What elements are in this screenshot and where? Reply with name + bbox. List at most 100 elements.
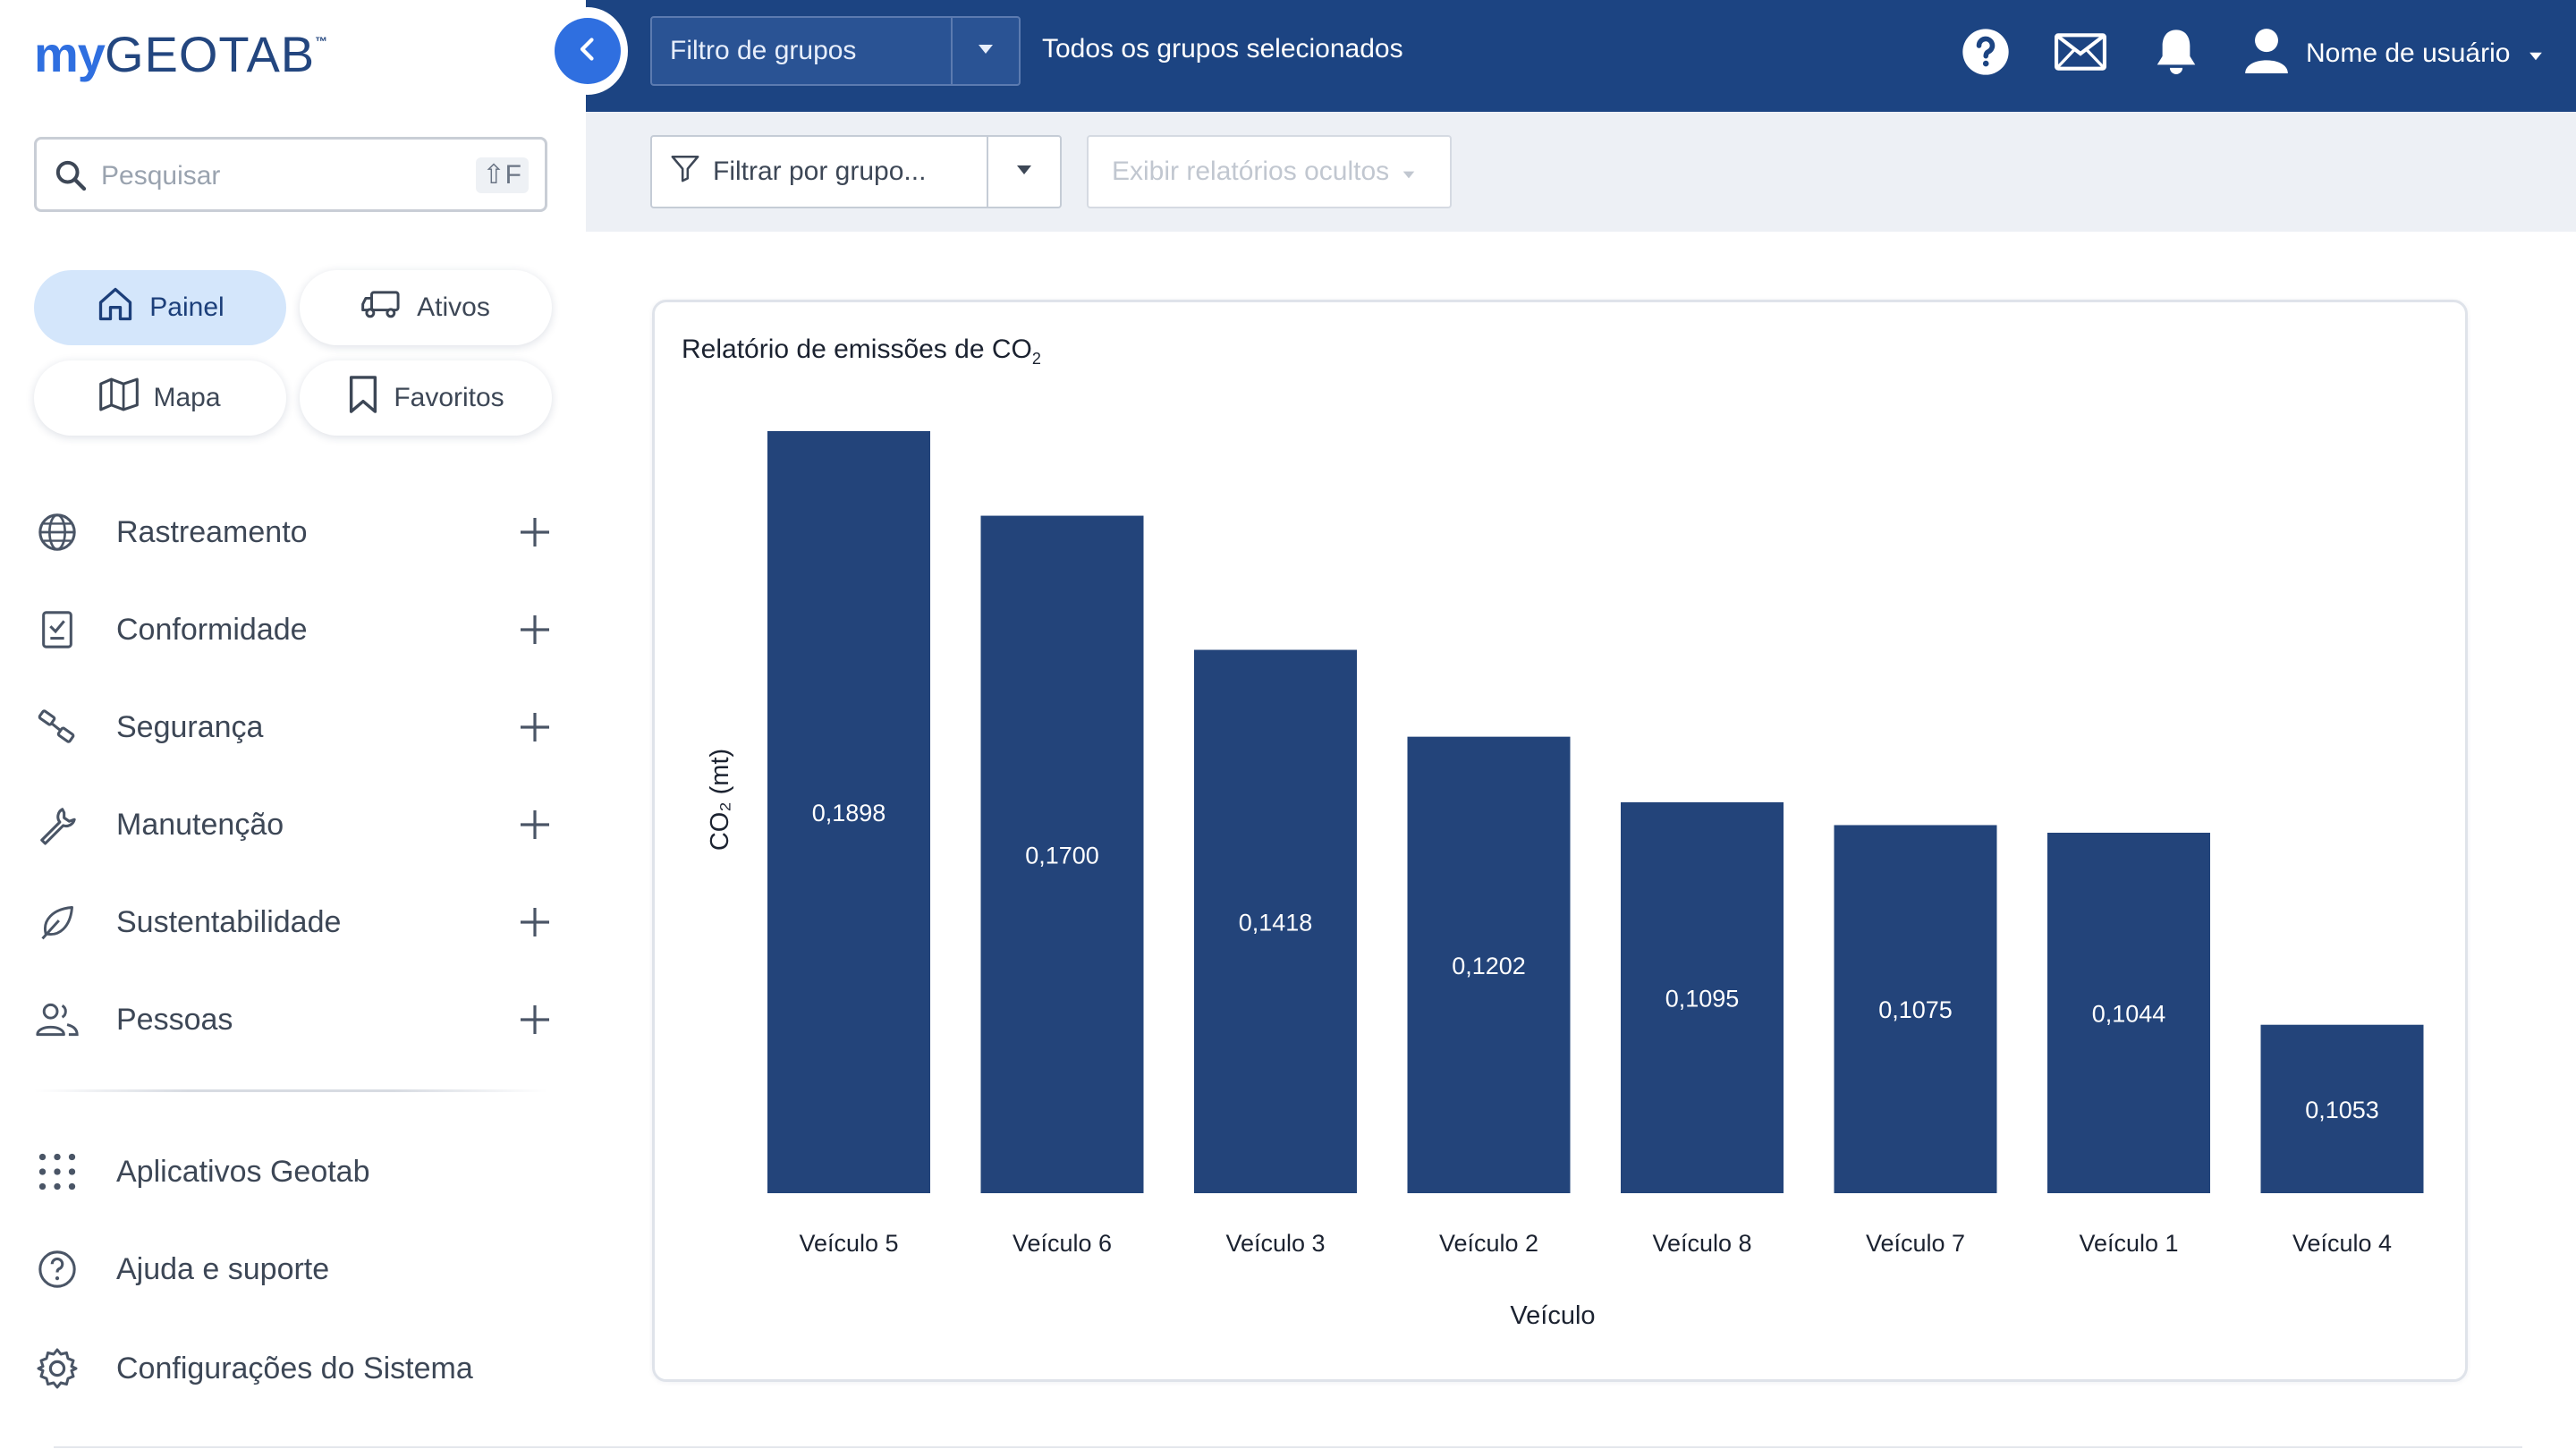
x-tick-label: Veículo 3	[1225, 1230, 1325, 1257]
expand-plus-icon[interactable]	[517, 807, 553, 843]
chart-bar[interactable]	[1194, 649, 1357, 1193]
bar-value-label: 0,1053	[2305, 1097, 2379, 1123]
notification-bell-icon[interactable]	[2153, 25, 2199, 81]
home-icon	[96, 284, 135, 331]
help-icon[interactable]	[1961, 27, 2011, 81]
sidebar-item-label: Manutenção	[116, 807, 284, 842]
logo-geotab: GEOTAB	[104, 26, 316, 82]
sidebar-item-label: Pessoas	[116, 1002, 233, 1037]
quick-link-painel[interactable]: Painel	[34, 270, 286, 345]
search-icon	[53, 157, 89, 198]
group-filter-dropdown[interactable]: Filtro de grupos	[650, 16, 1021, 86]
sidebar-item-seguranca[interactable]: Segurança	[34, 691, 553, 763]
chevron-left-icon	[574, 36, 601, 67]
quick-link-label: Painel	[149, 292, 225, 322]
globe-icon	[34, 509, 80, 555]
collapse-toggle[interactable]	[555, 18, 621, 84]
x-axis-label: Veículo	[1510, 1301, 1595, 1330]
clipboard-icon	[34, 606, 80, 653]
people-icon	[34, 996, 80, 1043]
quick-link-label: Mapa	[153, 383, 221, 412]
bar-value-label: 0,1075	[1878, 996, 1953, 1023]
x-tick-label: Veículo 1	[2079, 1230, 2178, 1257]
bottom-divider	[54, 1446, 2522, 1448]
chart-bar[interactable]	[1407, 736, 1571, 1193]
geotab-logo[interactable]: myGEOTAB™	[34, 25, 327, 83]
report-title-text: Relatório de emissões de CO	[682, 335, 1032, 364]
sidebar-item-label: Rastreamento	[116, 514, 308, 549]
sidebar-item-aplicativos[interactable]: Aplicativos Geotab	[34, 1136, 553, 1208]
x-tick-label: Veículo 5	[799, 1230, 898, 1257]
quick-link-favoritos[interactable]: Favoritos	[300, 360, 552, 436]
x-tick-label: Veículo 6	[1013, 1230, 1112, 1257]
quick-link-label: Ativos	[417, 292, 490, 322]
user-name: Nome de usuário	[2306, 38, 2511, 68]
expand-plus-icon[interactable]	[517, 709, 553, 745]
sidebar-item-rastreamento[interactable]: Rastreamento	[34, 496, 553, 568]
wrench-icon	[34, 801, 80, 848]
search-box: ⇧F	[34, 137, 547, 212]
filter-by-group-field[interactable]: Filtrar por grupo...	[652, 137, 987, 207]
bookmark-icon	[347, 376, 379, 420]
bar-value-label: 0,1418	[1239, 909, 1313, 936]
grid-icon	[34, 1148, 80, 1195]
report-title: Relatório de emissões de CO2	[682, 335, 1041, 369]
x-tick-label: Veículo 4	[2292, 1230, 2392, 1257]
chart-bar[interactable]	[2260, 1024, 2424, 1193]
y-axis-label: CO₂ (mt)	[706, 749, 734, 851]
sidebar-item-manutencao[interactable]: Manutenção	[34, 789, 553, 860]
group-filter-toggle[interactable]	[951, 18, 1019, 84]
sidebar-item-conformidade[interactable]: Conformidade	[34, 594, 553, 665]
chart-bar[interactable]	[980, 515, 1144, 1193]
chart-bar[interactable]	[1834, 825, 1997, 1193]
sidebar-divider	[34, 1089, 547, 1092]
sidebar-item-ajuda[interactable]: Ajuda e suporte	[34, 1233, 553, 1305]
sidebar-item-label: Sustentabilidade	[116, 904, 342, 939]
sidebar-item-label: Aplicativos Geotab	[116, 1154, 370, 1189]
expand-plus-icon[interactable]	[517, 612, 553, 648]
chart-bar[interactable]	[1621, 801, 1784, 1193]
search-shortcut-badge: ⇧F	[475, 157, 529, 193]
x-tick-label: Veículo 7	[1866, 1230, 1965, 1257]
co2-bar-chart: 0,1898 Veículo 5 0,1700 Veículo 6 0,1418 Veíc…	[706, 431, 2424, 1330]
user-avatar-icon	[2245, 27, 2288, 80]
main-content: Relatório de emissões de CO2 0,1898 Veícu…	[586, 232, 2576, 1449]
filter-by-group-toggle[interactable]	[987, 137, 1060, 207]
help-circle-icon	[34, 1246, 80, 1292]
co2-report-card: Relatório de emissões de CO2 0,1898 Veícu…	[652, 300, 2468, 1382]
sidebar-item-sustentabilidade[interactable]: Sustentabilidade	[34, 886, 553, 958]
caret-down-icon	[2528, 38, 2544, 69]
bar-value-label: 0,1898	[812, 800, 886, 826]
sidebar: myGEOTAB™ ⇧F Painel Ativos Mapa Favorito…	[0, 0, 586, 1449]
user-menu[interactable]: Nome de usuário	[2245, 27, 2544, 80]
caret-down-icon	[1015, 164, 1033, 181]
bar-value-label: 0,1202	[1452, 953, 1526, 979]
report-title-subscript: 2	[1031, 350, 1041, 368]
expand-plus-icon[interactable]	[517, 904, 553, 940]
mail-icon[interactable]	[2055, 32, 2106, 76]
quick-link-ativos[interactable]: Ativos	[300, 270, 552, 345]
group-selection-status: Todos os grupos selecionados	[1042, 34, 1403, 64]
sidebar-item-label: Ajuda e suporte	[116, 1251, 330, 1286]
caret-down-icon	[1402, 157, 1416, 187]
show-hidden-reports-dropdown[interactable]: Exibir relatórios ocultos	[1087, 135, 1452, 208]
logo-tm: ™	[315, 34, 327, 48]
search-input[interactable]	[99, 152, 479, 200]
sidebar-item-pessoas[interactable]: Pessoas	[34, 984, 553, 1055]
expand-plus-icon[interactable]	[517, 1002, 553, 1038]
filter-by-group-placeholder: Filtrar por grupo...	[713, 157, 927, 186]
x-tick-label: Veículo 8	[1652, 1230, 1751, 1257]
bar-value-label: 0,1095	[1665, 985, 1740, 1012]
quick-link-mapa[interactable]: Mapa	[34, 360, 286, 436]
bar-value-label: 0,1700	[1025, 842, 1099, 869]
top-bar: Filtro de grupos Todos os grupos selecio…	[586, 0, 2576, 112]
expand-plus-icon[interactable]	[517, 514, 553, 550]
truck-icon	[361, 286, 402, 329]
sidebar-item-configuracoes[interactable]: Configurações do Sistema	[34, 1333, 553, 1404]
filter-by-group-dropdown[interactable]: Filtrar por grupo...	[650, 135, 1062, 208]
filter-funnel-icon	[670, 153, 700, 191]
filter-bar: Filtrar por grupo... Exibir relatórios o…	[586, 112, 2576, 232]
chart-bar[interactable]	[2047, 833, 2210, 1193]
chart-bar[interactable]	[767, 431, 930, 1193]
caret-down-icon	[977, 43, 995, 60]
